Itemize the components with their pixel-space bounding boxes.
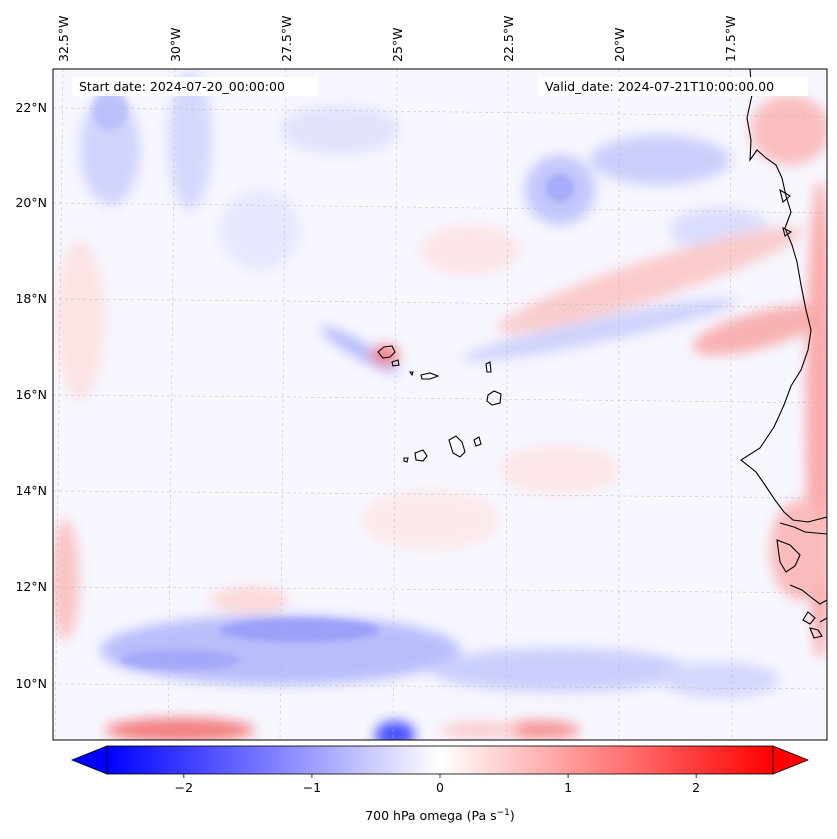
lat-label-10n: 10°N xyxy=(15,676,47,691)
gridlines xyxy=(53,69,827,740)
colorbar-tick-label: −2 xyxy=(175,780,193,795)
lat-label-14n: 14°N xyxy=(15,483,47,498)
lat-label-20n: 20°N xyxy=(15,195,47,210)
start-date-box xyxy=(72,77,318,96)
colorbar-tick-label: 1 xyxy=(564,780,572,795)
colorbar-tick-label: 0 xyxy=(436,780,444,795)
valid-date-text: Valid_date: 2024-07-21T10:00:00.00 xyxy=(545,79,774,94)
colorbar-tick-label: 2 xyxy=(692,780,700,795)
lon-label-17-5w: 17.5°W xyxy=(723,16,738,62)
lon-label-22-5w: 22.5°W xyxy=(501,16,516,62)
lat-label-16n: 16°N xyxy=(15,387,47,402)
lat-label-18n: 18°N xyxy=(15,291,47,306)
cape-verde-islands xyxy=(377,345,502,463)
lat-label-22n: 22°N xyxy=(15,100,47,115)
colorbar-tick-label: −1 xyxy=(303,780,321,795)
colorbar-high-extend xyxy=(772,745,810,775)
map-panel: Start date: 2024-07-20_00:00:00 Valid_da… xyxy=(53,69,827,740)
omega-field xyxy=(53,70,827,740)
map-frame xyxy=(52,68,828,741)
colorbar-low-extend xyxy=(70,745,108,775)
longitude-labels: 32.5°W 30°W 27.5°W 25°W 22.5°W 20°W 17.5… xyxy=(56,16,738,62)
colorbar-label: 700 hPa omega (Pa s−1) xyxy=(365,808,515,823)
lon-label-30w: 30°W xyxy=(168,27,183,62)
valid-date-box xyxy=(538,77,808,96)
lon-label-20w: 20°W xyxy=(612,27,627,62)
colorbar-ticks: −2 −1 0 1 2 xyxy=(175,774,700,795)
lat-label-12n: 12°N xyxy=(15,579,47,594)
start-date-text: Start date: 2024-07-20_00:00:00 xyxy=(79,79,285,94)
lon-label-27-5w: 27.5°W xyxy=(279,16,294,62)
lon-label-32-5w: 32.5°W xyxy=(56,16,71,62)
latitude-labels: 22°N 20°N 18°N 16°N 14°N 12°N 10°N xyxy=(15,100,47,691)
lon-label-25w: 25°W xyxy=(390,27,405,62)
colorbar-gradient xyxy=(107,746,773,774)
african-coastline xyxy=(740,69,827,639)
colorbar: −2 −1 0 1 2 700 hPa omega (Pa s−1) xyxy=(70,745,810,823)
